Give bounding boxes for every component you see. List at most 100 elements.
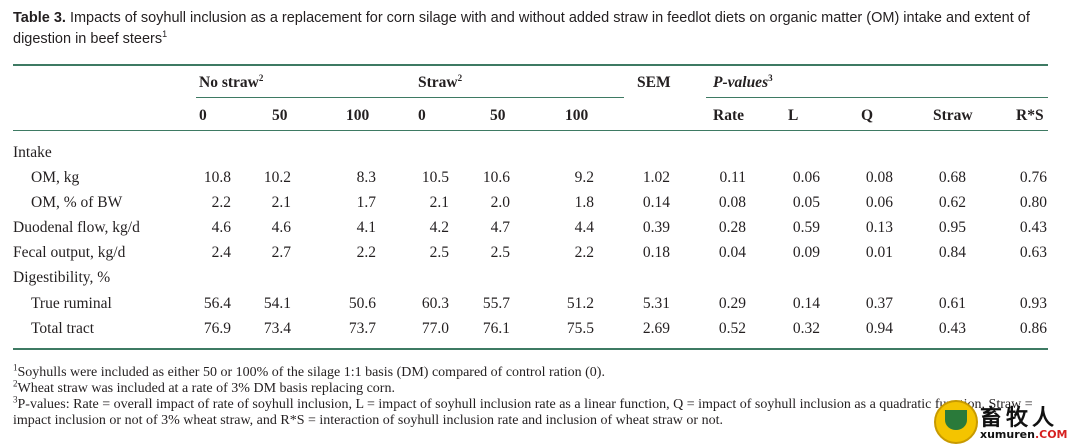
table-cell: 60.3 [421,295,449,312]
table-cell: 55.7 [482,295,510,312]
table-cell: 2.1 [271,194,291,211]
table-cell: 10.2 [263,169,291,186]
watermark-chinese: 畜牧人 [980,406,1059,431]
caption-footnote-mark: 1 [162,29,168,40]
table-cell: 76.1 [482,320,510,337]
table-cell: 0.06 [792,169,820,186]
table-cell: 0.09 [792,244,820,261]
header-pvalues: P-values3 [713,72,773,92]
footnote-text: Soyhulls were included as either 50 or 1… [17,365,605,380]
table-cell: 0.08 [865,169,893,186]
table-cell: 5.31 [642,295,670,312]
table-cell: 73.7 [348,320,376,337]
table-cell: 73.4 [263,320,291,337]
header-bottom-rule [13,130,1048,131]
table-cell: 75.5 [566,320,594,337]
table-cell: 0.28 [718,219,746,236]
row-label: Intake [13,144,52,161]
subheader-rate-4: 50 [490,107,506,124]
header-no-straw: No straw2 [199,72,264,92]
table-cell: 50.6 [348,295,376,312]
watermark-logo: 畜牧人 xumuren.COM [934,400,1074,444]
table-top-rule [13,64,1048,66]
pvalues-footnote-mark: 3 [768,72,773,83]
table-cell: 0.68 [938,169,966,186]
footnote-mark: 2 [13,378,18,389]
row-label: OM, % of BW [31,194,123,211]
table-cell: 2.2 [356,244,376,261]
table-cell: 0.84 [938,244,966,261]
no-straw-label: No straw [199,74,259,91]
header-straw: Straw2 [418,72,463,92]
table-cell: 4.6 [211,219,231,236]
table-bottom-rule [13,348,1048,350]
subheader-rate-0: 0 [199,107,207,124]
watermark-emblem [934,400,978,444]
table-cell: 2.2 [211,194,231,211]
row-label: Digestibility, % [13,269,111,286]
pvalues-label: P-values [713,74,769,91]
table-cell: 2.5 [490,244,510,261]
subheader-pvalue-0: Rate [713,107,744,124]
table-cell: 4.1 [356,219,376,236]
table-cell: 0.37 [865,295,893,312]
straw-footnote-mark: 2 [457,72,463,83]
table-cell: 0.13 [865,219,893,236]
group-header-rule [196,97,624,98]
watermark-site-name: xumuren [980,428,1035,441]
row-label: Fecal output, kg/d [13,244,126,261]
table-cell: 0.80 [1019,194,1047,211]
footnote-mark: 1 [13,362,18,373]
table-cell: 0.29 [718,295,746,312]
table-cell: 0.08 [718,194,746,211]
table-caption: Table 3. Impacts of soyhull inclusion as… [13,8,1073,50]
table-cell: 0.14 [642,194,670,211]
table-label: Table 3. [13,10,66,26]
subheader-pvalue-1: L [788,107,799,124]
header-sem: SEM [637,74,671,91]
subheader-rate-3: 0 [418,107,426,124]
table-cell: 2.4 [211,244,231,261]
table-cell: 77.0 [421,320,449,337]
footnote-3: 3P-values: Rate = overall impact of rate… [13,394,1063,429]
table-cell: 10.5 [421,169,449,186]
table-cell: 2.1 [429,194,449,211]
table-cell: 9.2 [574,169,594,186]
watermark-tld: .COM [1034,428,1068,441]
table-cell: 51.2 [566,295,594,312]
table-cell: 0.94 [865,320,893,337]
footnote-mark: 3 [13,394,18,405]
footnote-text: Wheat straw was included at a rate of 3%… [17,381,395,396]
table-cell: 0.52 [718,320,746,337]
footnote-1: 1Soyhulls were included as either 50 or … [13,362,1063,381]
table-cell: 0.05 [792,194,820,211]
table-cell: 2.5 [429,244,449,261]
footnote-2: 2Wheat straw was included at a rate of 3… [13,378,1063,397]
table-cell: 0.11 [719,169,746,186]
table-cell: 8.3 [356,169,376,186]
straw-label: Straw [418,74,458,91]
subheader-rate-2: 100 [346,107,370,124]
table-cell: 0.04 [718,244,746,261]
table-cell: 2.0 [490,194,510,211]
table-cell: 0.61 [938,295,966,312]
table-cell: 56.4 [203,295,231,312]
table-cell: 1.02 [642,169,670,186]
no-straw-footnote-mark: 2 [258,72,264,83]
table-cell: 0.43 [938,320,966,337]
table-cell: 4.7 [490,219,510,236]
table-cell: 2.7 [271,244,291,261]
table-cell: 4.2 [429,219,449,236]
table-cell: 0.01 [865,244,893,261]
table-cell: 4.4 [574,219,594,236]
subheader-rate-1: 50 [272,107,288,124]
table-cell: 0.76 [1019,169,1047,186]
table-cell: 0.86 [1019,320,1047,337]
row-label: Duodenal flow, kg/d [13,219,140,236]
subheader-pvalue-2: Q [861,107,874,124]
table-cell: 0.62 [938,194,966,211]
table-cell: 76.9 [203,320,231,337]
table-cell: 10.6 [482,169,510,186]
subheader-pvalue-3: Straw [933,107,973,124]
table-cell: 4.6 [271,219,291,236]
